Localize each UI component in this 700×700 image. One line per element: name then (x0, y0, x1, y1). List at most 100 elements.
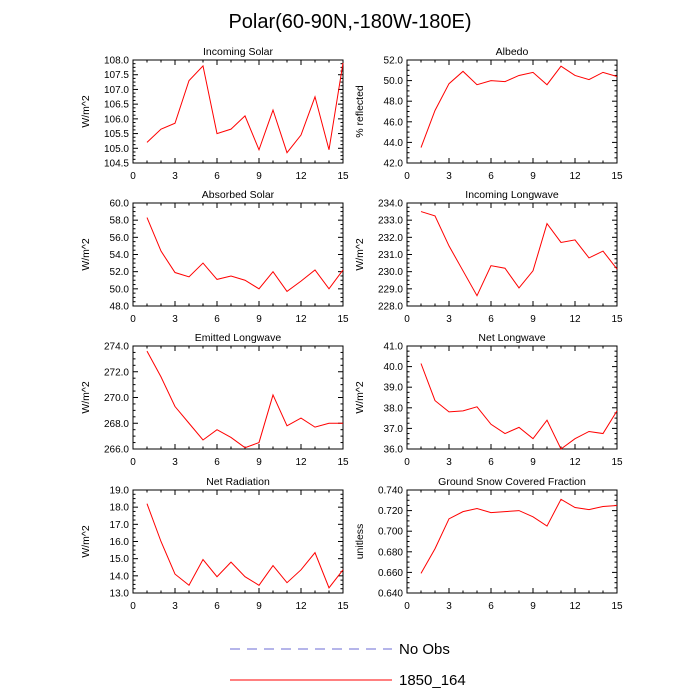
chart-title: Net Longwave (478, 332, 545, 344)
y-tick-label: 46.0 (384, 117, 404, 128)
y-tick-label: 274.0 (104, 342, 129, 353)
chart-title: Ground Snow Covered Fraction (438, 476, 586, 488)
y-tick-label: 15.0 (110, 554, 130, 565)
y-tick-label: 44.0 (384, 138, 404, 149)
chart-title: Net Radiation (206, 476, 270, 488)
x-tick-label: 6 (488, 601, 494, 612)
y-tick-label: 0.720 (378, 506, 403, 517)
x-tick-label: 6 (488, 457, 494, 468)
y-tick-label: 107.5 (104, 70, 129, 81)
chart-title: Albedo (496, 46, 529, 58)
x-tick-label: 15 (337, 314, 349, 325)
x-tick-label: 6 (488, 171, 494, 182)
y-tick-label: 40.0 (384, 362, 404, 373)
x-tick-label: 3 (446, 314, 452, 325)
plot-frame (132, 59, 344, 164)
y-tick-label: 60.0 (110, 199, 130, 210)
x-tick-label: 0 (404, 171, 410, 182)
plot-frame (406, 202, 618, 307)
chart-incoming-solar: Incoming Solar W/m^2 0 3 6 9 12 15 104.5 105.0 105… (80, 46, 349, 182)
x-tick-label: 9 (256, 601, 262, 612)
x-tick-label: 12 (569, 457, 581, 468)
x-tick-label: 15 (611, 601, 623, 612)
x-tick-label: 0 (404, 314, 410, 325)
y-tick-label: 14.0 (110, 571, 130, 582)
y-tick-label: 234.0 (378, 199, 403, 210)
chart-emitted-longwave: Emitted Longwave W/m^2 0 3 6 9 12 15 266.0 268.0 2… (80, 332, 349, 468)
y-tick-label: 232.0 (378, 233, 403, 244)
x-tick-label: 15 (337, 601, 349, 612)
y-tick-label: 0.700 (378, 527, 403, 538)
series-line-1850-164 (146, 503, 344, 589)
y-tick-label: 107.0 (104, 85, 129, 96)
legend-label-no-obs: No Obs (399, 641, 450, 658)
y-tick-label: 48.0 (110, 302, 130, 313)
series-line-1850-164 (420, 498, 618, 574)
x-tick-label: 9 (530, 314, 536, 325)
y-tick-label: 58.0 (110, 216, 130, 227)
x-tick-label: 6 (214, 171, 220, 182)
series-line-1850-164 (146, 62, 344, 154)
x-tick-label: 0 (404, 457, 410, 468)
plot-frame (132, 489, 344, 594)
x-tick-label: 0 (130, 601, 136, 612)
y-tick-label: 54.0 (110, 250, 130, 261)
series-line-1850-164 (420, 363, 618, 450)
y-tick-label: 42.0 (384, 159, 404, 170)
chart-title: Incoming Solar (203, 46, 274, 58)
y-tick-label: 39.0 (384, 383, 404, 394)
x-tick-label: 9 (256, 314, 262, 325)
y-tick-label: 266.0 (104, 445, 129, 456)
y-tick-label: 38.0 (384, 403, 404, 414)
y-tick-label: 228.0 (378, 302, 403, 313)
plot-frame (406, 59, 618, 164)
x-tick-label: 6 (214, 314, 220, 325)
y-tick-label: 37.0 (384, 424, 404, 435)
y-tick-label: 17.0 (110, 520, 130, 531)
y-tick-label: 270.0 (104, 393, 129, 404)
panels-container: Incoming Solar W/m^2 0 3 6 9 12 15 104.5 105.0 105… (80, 46, 623, 612)
y-tick-label: 13.0 (110, 589, 130, 600)
y-tick-label: 106.5 (104, 100, 129, 111)
y-tick-label: 229.0 (378, 284, 403, 295)
legend: No Obs 1850_164 (230, 641, 466, 689)
y-tick-label: 50.0 (110, 284, 130, 295)
y-tick-label: 0.640 (378, 589, 403, 600)
x-tick-label: 12 (569, 314, 581, 325)
figure-title: Polar(60-90N,-180W-180E) (228, 11, 471, 33)
chart-albedo: Albedo % reflected 0 3 6 9 12 15 42.0 44.0 46.0 48.… (354, 46, 623, 182)
y-tick-label: 0.740 (378, 486, 403, 497)
y-tick-label: 268.0 (104, 419, 129, 430)
x-tick-label: 3 (172, 314, 178, 325)
series-line-1850-164 (420, 211, 618, 297)
x-tick-label: 3 (446, 601, 452, 612)
chart-absorbed-solar: Absorbed Solar W/m^2 0 3 6 9 12 15 48.0 50.0 52.0 5… (80, 189, 349, 325)
y-tick-label: 272.0 (104, 367, 129, 378)
x-tick-label: 3 (172, 171, 178, 182)
x-tick-label: 12 (295, 601, 307, 612)
x-tick-label: 6 (488, 314, 494, 325)
y-tick-label: 56.0 (110, 233, 130, 244)
plot-frame (132, 202, 344, 307)
x-tick-label: 15 (611, 171, 623, 182)
x-tick-label: 9 (530, 457, 536, 468)
x-tick-label: 12 (569, 601, 581, 612)
y-tick-label: 41.0 (384, 342, 404, 353)
chart-title: Absorbed Solar (202, 189, 275, 201)
x-tick-label: 3 (172, 601, 178, 612)
x-tick-label: 6 (214, 457, 220, 468)
chart-ground-snow-covered-fraction: Ground Snow Covered Fraction unitless 0 3 6 9… (354, 476, 623, 612)
series-line-1850-164 (146, 350, 343, 449)
y-tick-label: 0.680 (378, 547, 403, 558)
x-tick-label: 9 (256, 457, 262, 468)
x-tick-label: 3 (446, 457, 452, 468)
y-tick-label: 230.0 (378, 267, 403, 278)
x-tick-label: 12 (569, 171, 581, 182)
x-tick-label: 9 (530, 601, 536, 612)
y-axis-label: W/m^2 (354, 381, 366, 414)
x-tick-label: 15 (337, 171, 349, 182)
chart-incoming-longwave: Incoming Longwave W/m^2 0 3 6 9 12 15 228.0 229.0… (354, 189, 623, 325)
y-tick-label: 105.0 (104, 144, 129, 155)
y-axis-label: W/m^2 (80, 238, 92, 271)
